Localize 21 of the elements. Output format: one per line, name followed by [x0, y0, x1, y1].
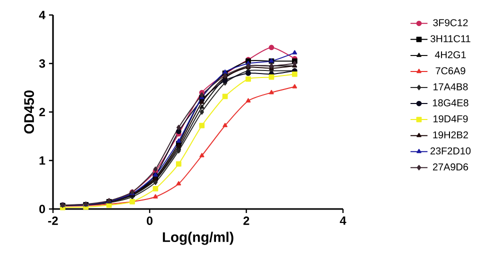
- y-axis-title: OD450: [24, 90, 34, 134]
- x-tick-label: -2: [48, 216, 58, 225]
- y-tick-label: 2: [39, 108, 46, 116]
- legend-label: 27A9D6: [432, 163, 468, 170]
- x-tick-label: 2: [243, 216, 250, 225]
- y-tick-label: 1: [40, 156, 46, 165]
- legend-label: 18G4E8: [432, 99, 468, 106]
- y-tick-label: 4: [39, 10, 46, 20]
- y-tick-label: 3: [39, 59, 46, 68]
- legend-label: 3F9C12: [433, 19, 468, 26]
- x-axis-title: Log(ng/ml): [162, 232, 234, 245]
- legend-label: 17A4B8: [434, 83, 468, 90]
- legend-label: 19D4F9: [434, 115, 468, 122]
- x-tick-label: 4: [340, 216, 346, 225]
- x-tick-label: 0: [146, 216, 152, 225]
- y-tick-label: 0: [39, 204, 45, 214]
- legend-label: 7C6A9: [436, 67, 466, 74]
- legend-label: 19H2B2: [433, 131, 468, 138]
- legend-label: 4H2G1: [434, 51, 466, 58]
- legend-label: 3H11C11: [430, 35, 470, 42]
- legend-label: 23F2D10: [430, 147, 471, 154]
